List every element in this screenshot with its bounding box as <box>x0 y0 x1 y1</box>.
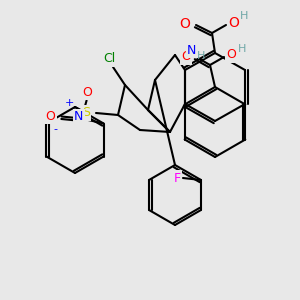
Text: H: H <box>197 51 206 61</box>
Text: O: O <box>179 17 190 31</box>
Text: +: + <box>65 98 74 107</box>
Text: H: H <box>240 11 248 21</box>
Text: H: H <box>238 44 246 54</box>
Text: O: O <box>181 50 191 64</box>
Text: Cl: Cl <box>103 52 115 65</box>
Text: N: N <box>187 44 196 56</box>
Text: O: O <box>226 49 236 62</box>
Text: -: - <box>54 124 58 134</box>
Text: S: S <box>82 106 90 119</box>
Text: O: O <box>46 110 56 123</box>
Text: N: N <box>74 110 83 123</box>
Text: O: O <box>82 86 92 99</box>
Text: O: O <box>228 16 239 30</box>
Text: F: F <box>173 172 181 184</box>
